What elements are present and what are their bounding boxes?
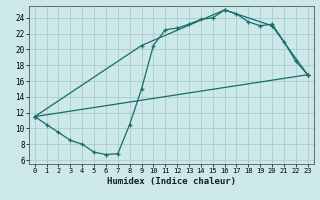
X-axis label: Humidex (Indice chaleur): Humidex (Indice chaleur) [107,177,236,186]
